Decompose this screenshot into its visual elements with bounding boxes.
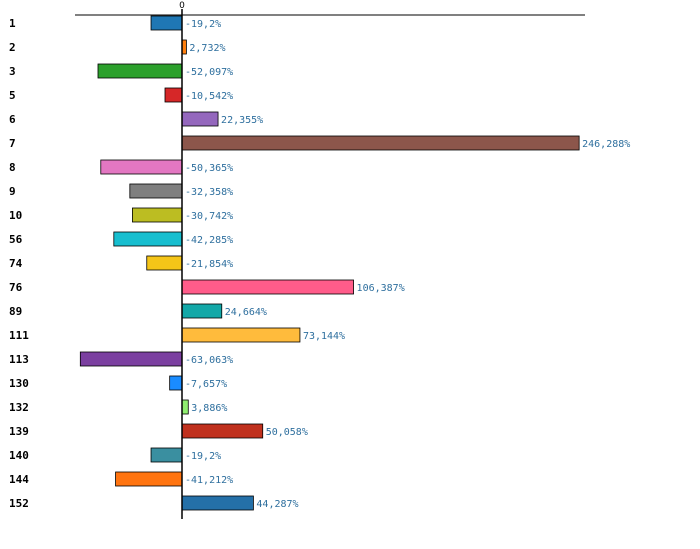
bar [181,111,219,127]
bar [150,447,183,463]
bar [181,279,354,295]
value-label: 73,144% [303,331,345,342]
category-label: 2 [9,41,16,54]
bars-group: 1 -19,2% 2 2,732% 3 -52,097% 5 -10,542% 6 22,355%… [9,15,630,511]
value-label: 22,355% [221,115,263,126]
category-label: 6 [9,113,16,126]
category-label: 132 [9,401,29,414]
bar [164,87,183,103]
value-label: -7,657% [185,379,227,390]
bar [169,375,183,391]
category-label: 139 [9,425,29,438]
bar [132,207,183,223]
value-label: -10,542% [185,91,233,102]
bar [115,471,183,487]
bar [79,351,183,367]
category-label: 144 [9,473,29,486]
bar [97,63,183,79]
category-label: 10 [9,209,22,222]
bar [181,135,580,151]
category-label: 1 [9,17,16,30]
category-label: 130 [9,377,29,390]
value-label: 106,387% [357,283,405,294]
value-label: -63,063% [185,355,233,366]
value-label: -21,854% [185,259,233,270]
category-label: 56 [9,233,23,246]
bar [113,231,183,247]
bar [181,303,223,319]
bar [181,399,189,415]
category-label: 76 [9,281,23,294]
value-label: -50,365% [185,163,233,174]
zero-tick-label: 0 [179,1,185,11]
value-label: 44,287% [256,499,298,510]
category-label: 7 [9,137,16,150]
category-label: 5 [9,89,16,102]
bar [129,183,183,199]
value-label: -30,742% [185,211,233,222]
value-label: 50,058% [266,427,308,438]
bar [150,15,183,31]
category-label: 3 [9,65,16,78]
bar [181,495,254,511]
category-label: 113 [9,353,29,366]
bar [181,423,264,439]
value-label: 2,732% [189,43,225,54]
category-label: 152 [9,497,29,510]
value-label: 3,886% [191,403,227,414]
bar [181,327,301,343]
category-label: 111 [9,329,29,342]
value-label: -19,2% [185,451,221,462]
category-label: 140 [9,449,29,462]
value-label: -32,358% [185,187,233,198]
bar [100,159,183,175]
category-label: 8 [9,161,16,174]
value-label: 246,288% [582,139,630,150]
value-label: 24,664% [225,307,267,318]
category-label: 9 [9,185,16,198]
category-label: 89 [9,305,22,318]
value-label: -41,212% [185,475,233,486]
category-label: 74 [9,257,23,270]
value-label: -42,285% [185,235,233,246]
bar [146,255,183,271]
value-label: -52,097% [185,67,233,78]
value-label: -19,2% [185,19,221,30]
